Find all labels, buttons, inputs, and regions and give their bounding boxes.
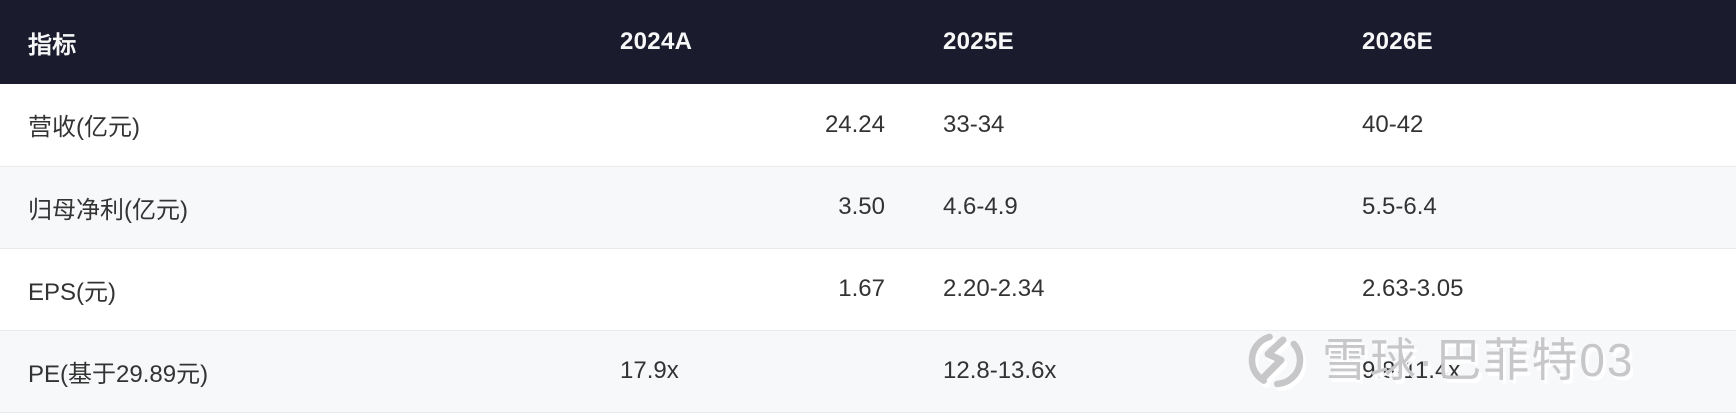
cell-2024a: 17.9x	[620, 329, 943, 413]
cell-2025e: 2.20-2.34	[943, 247, 1362, 330]
table-row-eps: EPS(元) 1.67 2.20-2.34 2.63-3.05	[0, 247, 1736, 330]
cell-2026e: 9.8-11.4x	[1362, 329, 1736, 413]
cell-2024a: 24.24	[824, 110, 885, 138]
table-row-net-profit: 归母净利(亿元) 3.50 4.6-4.9 5.5-6.4	[0, 165, 1736, 248]
cell-2024a: 1.67	[620, 247, 943, 330]
cell-2025e: 4.6-4.9	[943, 165, 1362, 248]
header-2024a: 2024A	[620, 0, 943, 84]
row-label: 归母净利(亿元)	[0, 165, 620, 248]
row-label: EPS(元)	[0, 247, 620, 330]
cell-2026e: 5.5-6.4	[1362, 165, 1736, 248]
row-label: PE(基于29.89元)	[0, 329, 620, 413]
cell-2025e: 33-34	[943, 110, 1005, 138]
row-label: 营收(亿元)	[28, 114, 140, 142]
cell-2026e: 2.63-3.05	[1362, 247, 1736, 330]
cell-2024a: 3.50	[620, 165, 943, 248]
header-2025e: 2025E	[943, 0, 1362, 84]
header-2026e: 2026E	[1362, 0, 1736, 84]
header-row: 指标 2024A 2025E 2026E	[0, 0, 1736, 84]
table-row-revenue: 营收(亿元) 24.24 33-34 40-42	[0, 84, 1736, 166]
cell-2025e: 12.8-13.6x	[943, 329, 1362, 413]
table-row-pe: PE(基于29.89元) 17.9x 12.8-13.6x 9.8-11.4x	[0, 329, 1736, 413]
table-body: 营收(亿元) 24.24 33-34 40-42 归母净利(亿元) 3.50 4…	[0, 84, 1736, 413]
header-metric: 指标	[0, 0, 620, 84]
cell-2026e: 40-42	[1362, 110, 1424, 138]
table-header: 指标 2024A 2025E 2026E	[0, 0, 1736, 84]
